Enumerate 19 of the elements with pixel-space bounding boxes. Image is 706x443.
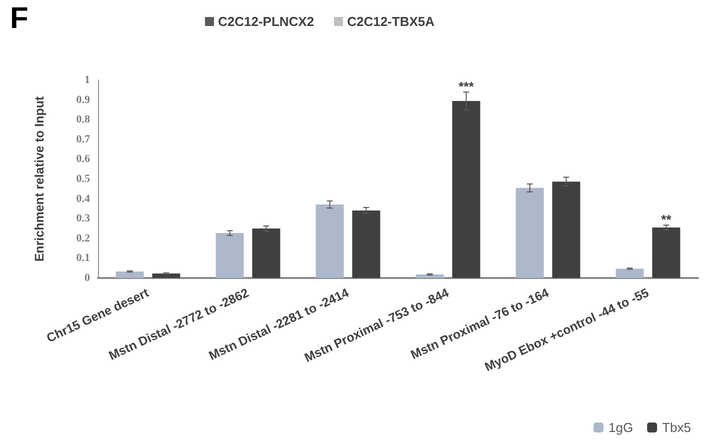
annotation: *** (458, 79, 475, 94)
text: F (10, 2, 28, 36)
y-axis-title: Enrichment relative to Input (32, 96, 46, 262)
annotation: ** (661, 212, 672, 228)
y-tick-label: 0.7 (76, 133, 90, 146)
legend-label: Tbx5 (662, 420, 692, 435)
y-tick-label: 0.1 (76, 252, 90, 264)
y-tick-label: 0.4 (76, 192, 90, 205)
text: C2C12-PLNCX2 (217, 14, 314, 29)
text: C2C12-TBX5A (346, 14, 435, 29)
y-tick-label: 0.3 (76, 212, 90, 225)
y-tick-label: 0.8 (76, 114, 90, 126)
legend-label: 1gG (608, 420, 634, 435)
y-tick-label: 0.6 (76, 153, 90, 166)
y-tick-label: 0 (84, 272, 90, 284)
y-tick-label: 0.9 (76, 94, 90, 106)
y-tick-label: 0.2 (76, 232, 90, 244)
y-tick-label: 0.5 (76, 173, 90, 185)
y-tick-label: 1 (84, 74, 90, 86)
